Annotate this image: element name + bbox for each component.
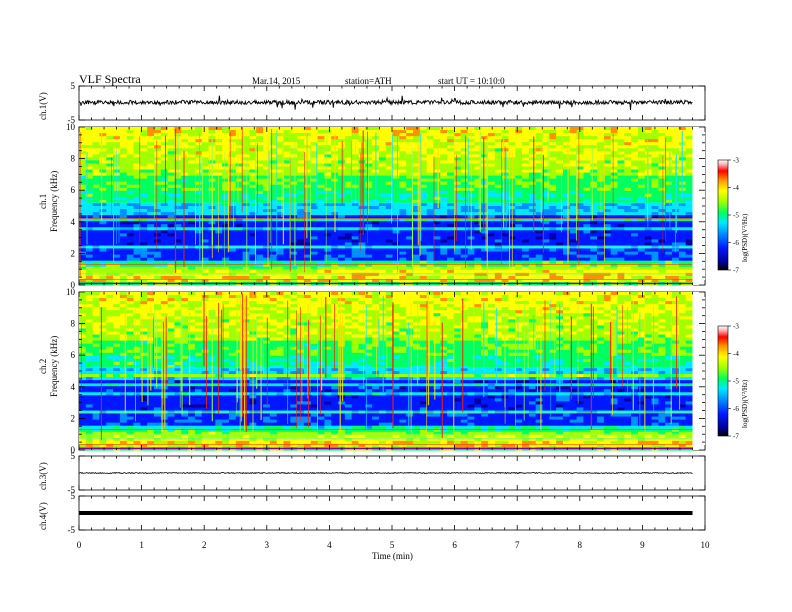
ch3-ylabel: ch.3(V) bbox=[38, 462, 48, 490]
x-tick-label: 5 bbox=[390, 540, 395, 550]
ch2-spectrogram bbox=[79, 292, 705, 451]
colorbar-tick-label: -4 bbox=[733, 350, 739, 358]
axis-ticks bbox=[78, 85, 706, 531]
ch2-spec-ylabel-a: ch.2 bbox=[38, 358, 48, 375]
colorbar-tick-label: -6 bbox=[733, 405, 739, 413]
y-tick-label: 6 bbox=[71, 350, 76, 360]
colorbar-tick-label: -5 bbox=[733, 212, 739, 220]
ch3-waveform bbox=[78, 471, 693, 475]
colorbar-tick-label: -5 bbox=[733, 378, 739, 386]
x-tick-label: 6 bbox=[452, 540, 457, 550]
ch1-spectrogram bbox=[79, 127, 705, 286]
colorbar-ch1 bbox=[717, 159, 729, 271]
figure-title: VLF Spectra bbox=[79, 72, 141, 86]
x-tick-label: 8 bbox=[578, 540, 583, 550]
y-tick-label: 5 bbox=[71, 491, 76, 501]
x-tick-label: 1 bbox=[139, 540, 144, 550]
y-tick-label: 4 bbox=[71, 217, 76, 227]
colorbar-ch1-label: log(PSD)(V²/Hz) bbox=[741, 213, 749, 262]
x-tick-label: 10 bbox=[701, 540, 711, 550]
colorbar-tick-label: -3 bbox=[733, 157, 739, 165]
date-label: Mar.14, 2015 bbox=[252, 76, 301, 86]
colorbar-ch2 bbox=[717, 325, 729, 437]
x-tick-label: 7 bbox=[515, 540, 520, 550]
y-tick-label: 2 bbox=[71, 413, 76, 423]
colorbar-ch2-label: log(PSD)(V²/Hz) bbox=[741, 379, 749, 428]
y-tick-label: 5 bbox=[71, 451, 76, 461]
ch4-waveform bbox=[79, 511, 693, 515]
start-time-label: start UT = 10:10:0 bbox=[438, 76, 505, 86]
colorbar-ticks bbox=[728, 159, 731, 437]
x-tick-label: 2 bbox=[202, 540, 207, 550]
colorbar-tick-label: -7 bbox=[733, 267, 739, 275]
y-tick-label: -5 bbox=[68, 525, 76, 535]
x-tick-label: 9 bbox=[640, 540, 645, 550]
y-tick-label: 8 bbox=[71, 319, 76, 329]
x-tick-label: 3 bbox=[265, 540, 270, 550]
ch1-spec-ylabel-b: Frequency (kHz) bbox=[49, 170, 59, 232]
y-tick-label: 10 bbox=[66, 287, 76, 297]
ch1-spec-ylabel-a: ch.1 bbox=[38, 193, 48, 210]
x-axis-label: Time (min) bbox=[372, 551, 413, 561]
colorbar-tick-label: -6 bbox=[733, 239, 739, 247]
station-label: station=ATH bbox=[345, 76, 392, 86]
y-tick-label: -5 bbox=[68, 485, 76, 495]
y-tick-label: 2 bbox=[71, 248, 76, 258]
x-tick-label: 4 bbox=[327, 540, 332, 550]
ch4-ylabel: ch.4(V) bbox=[38, 502, 48, 530]
y-tick-label: 5 bbox=[71, 81, 76, 91]
ch1-waveform bbox=[78, 95, 693, 111]
y-tick-label: 6 bbox=[71, 185, 76, 195]
y-tick-label: 0 bbox=[71, 445, 76, 455]
ch2-spec-ylabel: ch.2 Frequency (kHz) bbox=[38, 336, 60, 397]
ch1-spec-ylabel: ch.1 Frequency (kHz) bbox=[38, 171, 60, 232]
y-tick-label: 10 bbox=[66, 122, 76, 132]
colorbar-tick-labels: -3 -4 -5 -6 -7 -3 -4 -5 -6 -7 bbox=[733, 157, 739, 441]
colorbar-tick-label: -4 bbox=[733, 184, 739, 192]
ch2-spec-ylabel-b: Frequency (kHz) bbox=[49, 335, 59, 397]
colorbar-tick-label: -7 bbox=[733, 433, 739, 441]
y-tick-label: 4 bbox=[71, 382, 76, 392]
colorbar-tick-label: -3 bbox=[733, 323, 739, 331]
ch1-ylabel: ch.1(V) bbox=[38, 92, 48, 120]
y-tick-label: 0 bbox=[71, 280, 76, 290]
x-tick-label: 0 bbox=[77, 540, 82, 550]
y-tick-label: -5 bbox=[68, 115, 76, 125]
y-tick-label: 8 bbox=[71, 154, 76, 164]
